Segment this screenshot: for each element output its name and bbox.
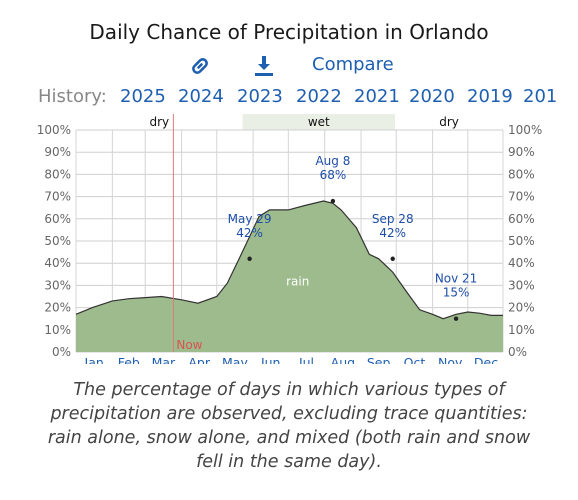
annotation-point bbox=[247, 256, 252, 261]
y-tick-label-right: 40% bbox=[508, 256, 535, 270]
month-label: Nov bbox=[438, 355, 463, 364]
link-icon[interactable] bbox=[188, 54, 212, 78]
annotation-value: 42% bbox=[236, 226, 263, 240]
y-tick-label-left: 90% bbox=[44, 145, 71, 159]
annotation-point bbox=[330, 198, 336, 204]
season-label: wet bbox=[308, 115, 330, 129]
month-label: Feb bbox=[118, 355, 140, 364]
y-tick-label-left: 10% bbox=[44, 323, 71, 337]
month-label: Mar bbox=[152, 355, 176, 364]
month-label: Aug bbox=[331, 355, 355, 364]
y-tick-label-left: 80% bbox=[44, 167, 71, 181]
history-year-2023[interactable]: 2023 bbox=[237, 86, 283, 107]
history-year-2024[interactable]: 2024 bbox=[178, 86, 224, 107]
annotation-value: 42% bbox=[379, 226, 406, 240]
y-tick-label-left: 20% bbox=[44, 301, 71, 315]
month-label: May bbox=[222, 355, 248, 364]
y-tick-label-left: 70% bbox=[44, 190, 71, 204]
season-band-wet bbox=[242, 114, 396, 130]
chart-caption: The percentage of days in which various … bbox=[47, 380, 531, 472]
precipitation-chart: dry wet dry rain Now 0% 0% 10% 10% 20% 20% 30% 30… bbox=[37, 114, 542, 364]
history-year-2020[interactable]: 2020 bbox=[409, 86, 455, 107]
season-label: dry bbox=[439, 115, 459, 129]
y-tick-label-right: 80% bbox=[508, 167, 535, 181]
download-icon[interactable] bbox=[252, 54, 276, 78]
history-year-2021[interactable]: 2021 bbox=[354, 86, 400, 107]
month-label: Jan bbox=[84, 355, 104, 364]
history-year-2019[interactable]: 2019 bbox=[467, 86, 513, 107]
y-tick-label-right: 30% bbox=[508, 278, 535, 292]
month-label: Oct bbox=[404, 355, 426, 364]
season-label: dry bbox=[149, 115, 169, 129]
y-tick-label-left: 30% bbox=[44, 278, 71, 292]
y-tick-label-left: 40% bbox=[44, 256, 71, 270]
now-marker-label: Now bbox=[176, 338, 202, 352]
y-tick-label-right: 90% bbox=[508, 145, 535, 159]
history-year-2022[interactable]: 2022 bbox=[296, 86, 342, 107]
y-tick-label-right: 100% bbox=[508, 123, 542, 137]
y-tick-label-left: 60% bbox=[44, 212, 71, 226]
history-label: History: bbox=[38, 86, 107, 107]
annotation-value: 68% bbox=[320, 168, 347, 182]
month-label: Jun bbox=[260, 355, 281, 364]
y-tick-label-right: 0% bbox=[508, 345, 527, 359]
series-area-rain bbox=[76, 201, 503, 352]
y-tick-label-left: 100% bbox=[37, 123, 71, 137]
month-label: Jul bbox=[298, 355, 314, 364]
month-label: Dec bbox=[474, 355, 498, 364]
toolbar: Compare bbox=[0, 54, 578, 82]
y-tick-label-right: 10% bbox=[508, 323, 535, 337]
annotation-point bbox=[390, 256, 395, 261]
y-tick-label-left: 0% bbox=[52, 345, 71, 359]
month-label: Apr bbox=[188, 355, 210, 364]
annotation-point bbox=[453, 316, 459, 321]
y-tick-label-right: 70% bbox=[508, 190, 535, 204]
series-label-rain: rain bbox=[286, 274, 309, 288]
history-year-2025[interactable]: 2025 bbox=[120, 86, 166, 107]
y-tick-label-right: 60% bbox=[508, 212, 535, 226]
y-tick-label-right: 50% bbox=[508, 234, 535, 248]
annotation-date: Nov 21 bbox=[435, 272, 478, 286]
annotation-value: 15% bbox=[443, 286, 470, 300]
page-title: Daily Chance of Precipitation in Orlando bbox=[89, 20, 489, 44]
y-tick-label-right: 20% bbox=[508, 301, 535, 315]
history-year-2018[interactable]: 201 bbox=[523, 86, 558, 107]
series-line-rain bbox=[75, 200, 503, 320]
y-tick-label-left: 50% bbox=[44, 234, 71, 248]
history-bar: History: 2025 2024 2023 2022 2021 2020 2… bbox=[0, 86, 578, 110]
compare-link[interactable]: Compare bbox=[312, 54, 394, 75]
annotation-date: Sep 28 bbox=[372, 212, 414, 226]
month-label: Sep bbox=[367, 355, 391, 364]
annotation-date: May 29 bbox=[228, 212, 272, 226]
annotation-date: Aug 8 bbox=[315, 154, 350, 168]
